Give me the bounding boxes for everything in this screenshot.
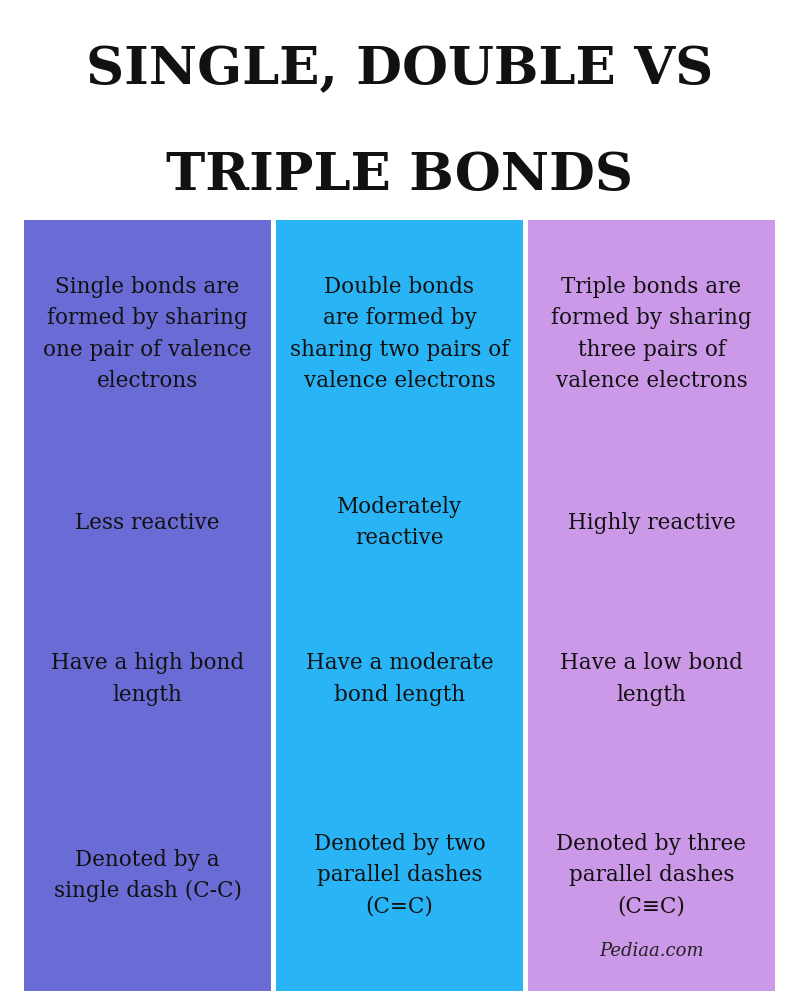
Bar — [528, 220, 775, 991]
Text: Moderately
reactive: Moderately reactive — [337, 496, 462, 550]
Text: Have a moderate
bond length: Have a moderate bond length — [306, 653, 493, 706]
Text: Single bonds are
formed by sharing
one pair of valence
electrons: Single bonds are formed by sharing one p… — [43, 276, 252, 392]
Text: TRIPLE BONDS: TRIPLE BONDS — [166, 150, 633, 200]
Text: Pediaa.com: Pediaa.com — [599, 942, 704, 960]
Bar — [276, 220, 523, 991]
Text: Have a high bond
length: Have a high bond length — [51, 653, 244, 706]
Text: Less reactive: Less reactive — [75, 512, 220, 534]
Text: SINGLE, DOUBLE VS: SINGLE, DOUBLE VS — [85, 45, 714, 95]
Bar — [24, 220, 271, 991]
Text: Highly reactive: Highly reactive — [567, 512, 735, 534]
Text: Have a low bond
length: Have a low bond length — [560, 653, 743, 706]
Text: Triple bonds are
formed by sharing
three pairs of
valence electrons: Triple bonds are formed by sharing three… — [551, 276, 752, 392]
Text: Double bonds
are formed by
sharing two pairs of
valence electrons: Double bonds are formed by sharing two p… — [290, 276, 509, 392]
Text: Denoted by two
parallel dashes
(C=C): Denoted by two parallel dashes (C=C) — [314, 833, 485, 918]
Text: Denoted by three
parallel dashes
(C≡C): Denoted by three parallel dashes (C≡C) — [556, 833, 746, 918]
Text: Denoted by a
single dash (C-C): Denoted by a single dash (C-C) — [54, 849, 241, 902]
